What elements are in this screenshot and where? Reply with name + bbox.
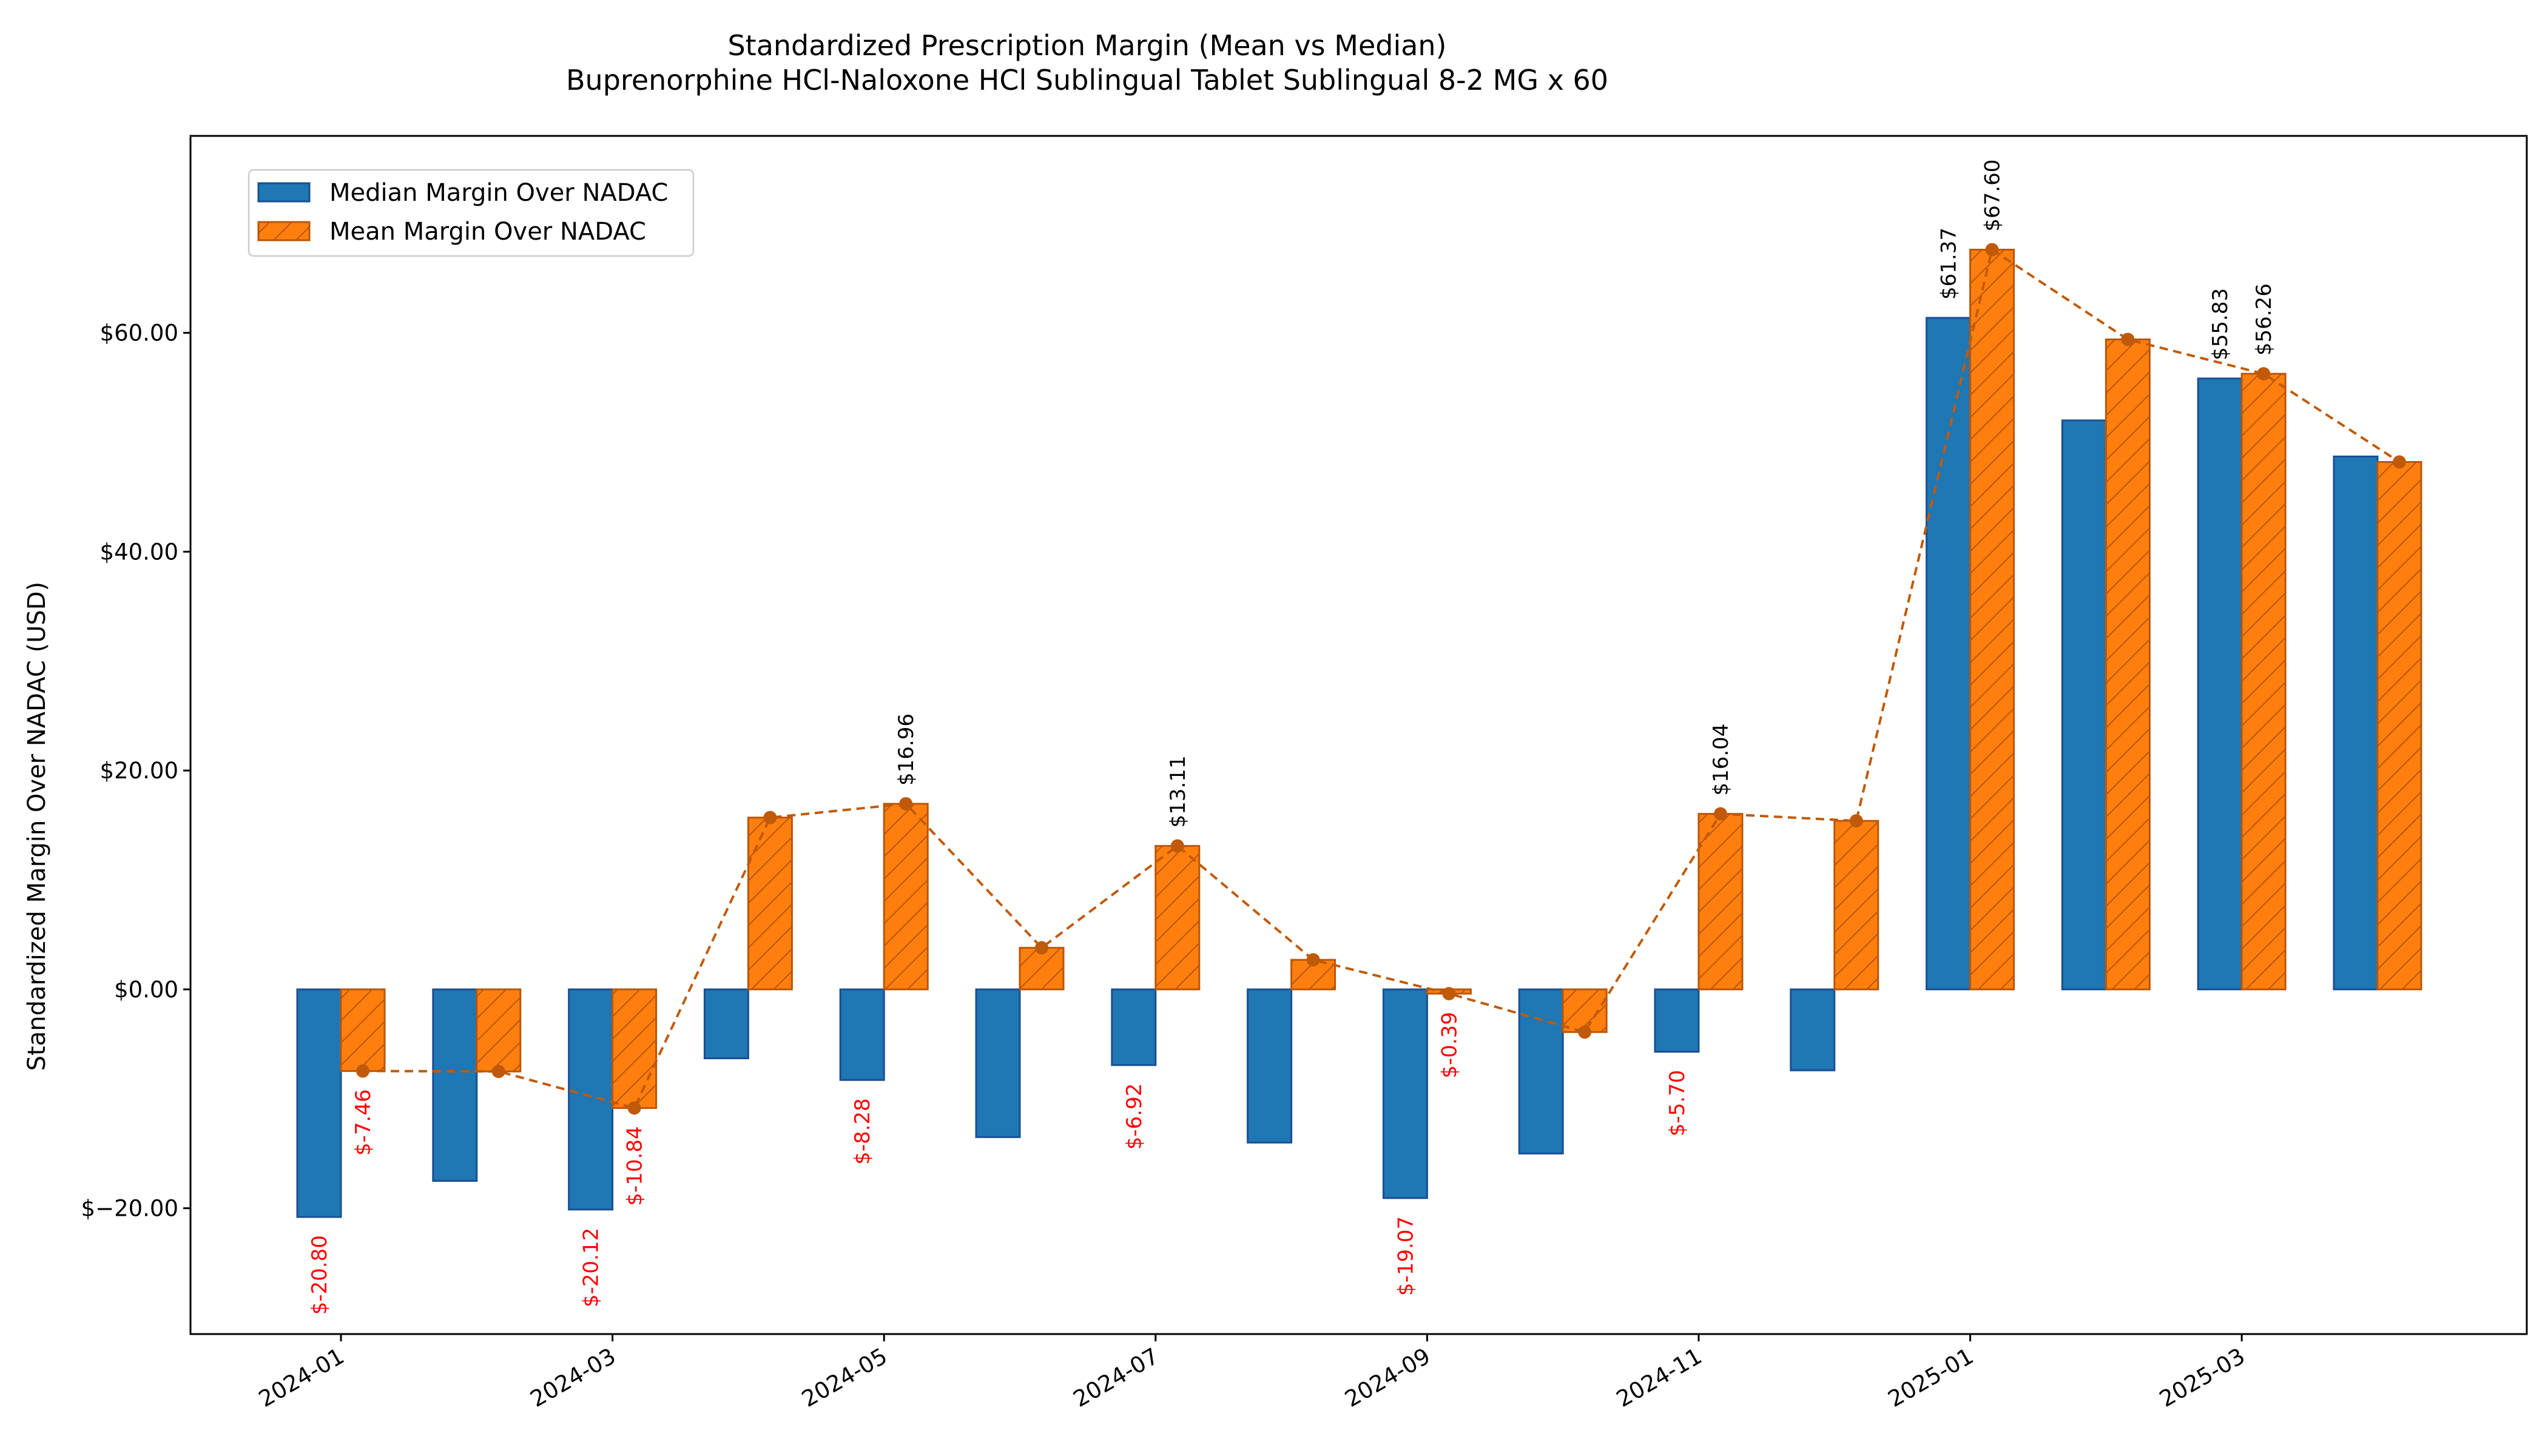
mean-point — [1035, 941, 1048, 955]
mean-point — [1170, 839, 1184, 853]
median-bar — [1518, 988, 1564, 1154]
legend-swatch-mean-hatch — [257, 221, 311, 241]
legend-label-mean: Mean Margin Over NADAC — [329, 218, 646, 246]
median-value-label: $-20.80 — [308, 1235, 332, 1315]
median-bar — [1654, 988, 1700, 1053]
median-bar — [975, 988, 1021, 1138]
median-bar — [568, 988, 614, 1211]
mean-value-label: $-10.84 — [623, 1126, 647, 1205]
legend-box — [248, 169, 695, 257]
mean-bar-hatch — [747, 817, 793, 991]
mean-point — [1306, 953, 1320, 967]
median-value-label: $-6.92 — [1122, 1084, 1147, 1150]
mean-point — [2121, 332, 2135, 346]
chart-subtitle: Buprenorphine HCl-Naloxone HCl Sublingua… — [566, 64, 1608, 96]
chart-title: Standardized Prescription Margin (Mean v… — [727, 29, 1446, 62]
mean-bar-hatch — [1019, 946, 1065, 991]
mean-bar-hatch — [1697, 813, 1744, 991]
median-value-label: $-8.28 — [851, 1098, 875, 1165]
mean-value-label: $67.60 — [1981, 160, 2005, 232]
mean-point — [356, 1064, 369, 1078]
median-value-label: $-5.70 — [1665, 1070, 1690, 1137]
median-bar — [1247, 988, 1293, 1144]
mean-value-label: $-7.46 — [351, 1089, 376, 1156]
y-tick-label: $0.00 — [114, 977, 178, 1003]
mean-bar-hatch — [1969, 249, 2015, 991]
mean-bar-hatch — [612, 988, 658, 1109]
mean-value-label: $13.11 — [1166, 755, 1190, 827]
mean-point — [1985, 243, 1999, 257]
mean-point — [491, 1065, 505, 1079]
median-value-label: $-20.12 — [579, 1228, 604, 1307]
mean-value-label: $-0.39 — [1437, 1012, 1461, 1079]
mean-point — [1442, 986, 1456, 1000]
mean-value-label: $16.04 — [1709, 724, 1733, 796]
mean-value-label: $16.96 — [894, 713, 918, 786]
median-bar — [1111, 988, 1157, 1067]
median-bar — [1926, 317, 1972, 991]
median-bar — [432, 988, 478, 1182]
mean-bar-series — [340, 249, 2422, 1109]
median-bar — [1382, 988, 1428, 1199]
mean-bar-hatch — [340, 988, 386, 1072]
mean-line-path — [362, 248, 2401, 1110]
legend: Median Margin Over NADAC Mean Margin Ove… — [248, 169, 695, 257]
y-tick-label: $20.00 — [100, 758, 178, 784]
mean-point — [1578, 1025, 1592, 1039]
mean-point — [763, 811, 777, 824]
legend-label-median: Median Margin Over NADAC — [329, 179, 668, 207]
mean-bar-hatch — [2240, 372, 2287, 991]
median-bar — [2061, 419, 2107, 991]
median-value-label: $61.37 — [1937, 228, 1961, 300]
median-bar — [296, 988, 342, 1218]
median-bar — [839, 988, 885, 1081]
median-bar — [2333, 455, 2379, 991]
y-axis-label: Standardized Margin Over NADAC (USD) — [23, 582, 51, 1071]
median-value-label: $-19.07 — [1394, 1216, 1418, 1296]
mean-bar-hatch — [1154, 844, 1201, 991]
mean-point — [1714, 807, 1727, 821]
mean-bar-hatch — [2105, 338, 2151, 991]
mean-value-label: $56.26 — [2252, 283, 2276, 356]
legend-swatch-median — [257, 182, 311, 203]
mean-trend-line — [356, 243, 2406, 1115]
mean-bar-hatch — [1833, 820, 1879, 991]
mean-point — [1849, 814, 1863, 828]
mean-bar-hatch — [2376, 460, 2422, 991]
y-axis: $−20.00 $0.00 $20.00 $40.00 $60.00 — [81, 320, 190, 1222]
plot-frame — [189, 135, 2528, 1335]
y-tick-label: $−20.00 — [81, 1196, 178, 1222]
median-bar — [703, 988, 749, 1059]
median-value-label: $55.83 — [2208, 288, 2233, 360]
data-labels: $-20.80 $-20.12 $-8.28 $-6.92 $-19.07 $-5.70 $… — [308, 160, 2276, 1315]
mean-bar-hatch — [476, 988, 522, 1073]
median-bar — [2197, 377, 2243, 991]
mean-point — [2257, 367, 2271, 381]
y-tick-label: $40.00 — [100, 539, 178, 565]
y-tick-label: $60.00 — [100, 320, 178, 346]
mean-point — [899, 797, 913, 811]
median-bar — [1790, 988, 1836, 1071]
mean-bar-hatch — [883, 803, 929, 991]
mean-point — [627, 1101, 641, 1115]
mean-point — [2393, 455, 2406, 469]
